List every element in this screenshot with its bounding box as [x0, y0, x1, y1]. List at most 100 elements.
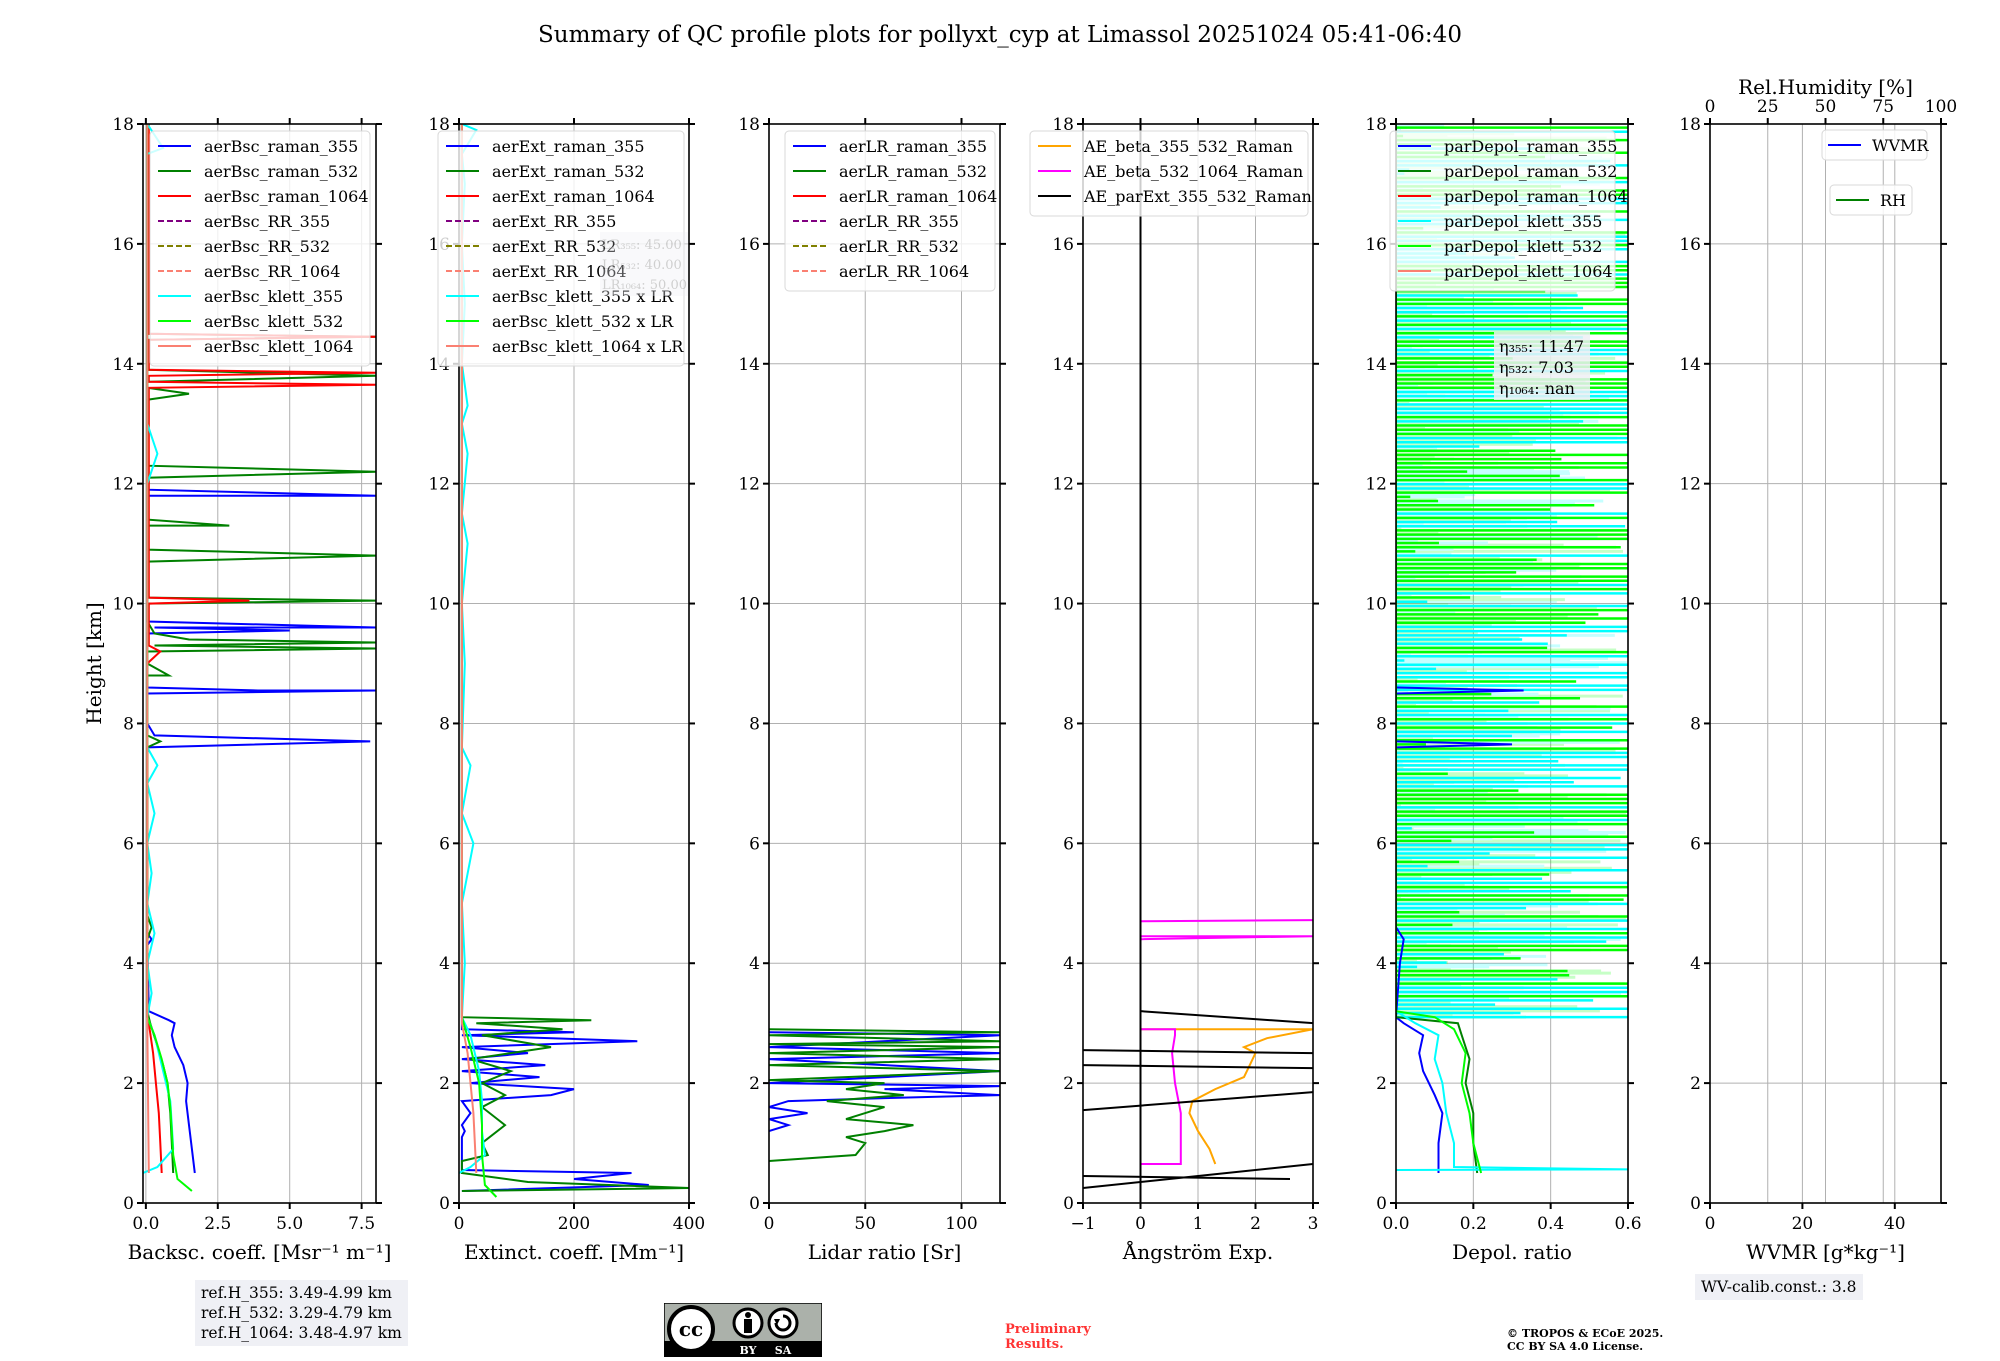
sa-label: SA: [775, 1344, 792, 1357]
series-aerbsc-raman-1064: [146, 124, 376, 1174]
legend-label: parDepol_raman_1064: [1444, 187, 1628, 206]
legend-label: aerExt_raman_532: [492, 162, 645, 181]
y-tick-label: 4: [1690, 954, 1701, 974]
x-tick-label: 0.6: [1614, 1214, 1641, 1234]
annotation-line: LR₁₀₆₄: 50.00: [602, 278, 687, 293]
legend-label: aerBsc_klett_532 x LR: [492, 312, 674, 331]
x-tick-label: 200: [558, 1214, 590, 1234]
series-aerbsc-klett-1064-x-lr: [460, 124, 478, 1174]
x-tick-label: −1: [1070, 1214, 1095, 1234]
y-tick-label: 6: [123, 834, 134, 854]
x-tick-label: 0.0: [132, 1214, 159, 1234]
y-tick-label: 4: [1063, 954, 1074, 974]
y-tick-label: 10: [1679, 595, 1701, 615]
series-aerlr-raman-355: [769, 1031, 1000, 1133]
y-tick-label: 14: [738, 355, 760, 375]
series-pardepol-klett-532: [1396, 124, 1483, 1174]
y-axis-label: Height [km]: [82, 602, 106, 724]
legend-label: aerBsc_klett_1064: [204, 337, 353, 356]
y-tick-label: 2: [749, 1074, 760, 1094]
y-tick-label: 18: [1365, 115, 1387, 135]
panel-5: 0 2 4 6 8 10 12 14 16 18 0.0 0.2 0.4 0.6 Depol. ratio p…: [1365, 115, 1641, 1264]
annotation-line: η₁₀₆₄: nan: [1499, 379, 1575, 398]
legend-label: aerBsc_raman_355: [204, 137, 358, 156]
y-tick-label: 8: [123, 714, 134, 734]
y-tick-label: 0: [1376, 1194, 1387, 1214]
x-tick-label: 0: [764, 1214, 775, 1234]
y-tick-label: 4: [1376, 954, 1387, 974]
panel-3: 0 2 4 6 8 10 12 14 16 18 0 50 100 Lidar ratio [Sr] aer…: [738, 115, 1006, 1264]
y-tick-label: 12: [738, 475, 760, 495]
y-tick-label: 18: [1052, 115, 1074, 135]
preliminary-note: Preliminary Results.: [1005, 1322, 1091, 1352]
x-axis-label: Backsc. coeff. [Msr⁻¹ m⁻¹]: [128, 1240, 392, 1264]
x2-tick-label: 50: [1815, 97, 1837, 117]
legend-label: aerBsc_RR_532: [204, 237, 330, 256]
x-tick-label: 50: [854, 1214, 876, 1234]
series-ae-beta-532-1064-raman: [1139, 919, 1313, 1185]
legend-label: parDepol_raman_532: [1444, 162, 1617, 181]
y-tick-label: 0: [123, 1194, 134, 1214]
x2-tick-label: 0: [1705, 97, 1716, 117]
y-tick-label: 14: [1052, 355, 1074, 375]
legend-box: [784, 130, 996, 292]
y-tick-label: 18: [738, 115, 760, 135]
x-axis-label: Lidar ratio [Sr]: [808, 1240, 962, 1264]
y-tick-label: 16: [1679, 235, 1701, 255]
y-tick-label: 18: [1679, 115, 1701, 135]
y-tick-label: 18: [428, 115, 450, 135]
y-tick-label: 10: [1052, 595, 1074, 615]
cc-license-badge: cc BY SA: [663, 1302, 823, 1358]
annotation-line: η₅₃₂: 7.03: [1499, 358, 1574, 377]
copyright-line-2: CC BY SA 4.0 License.: [1507, 1340, 1644, 1353]
x-tick-label: 2.5: [204, 1214, 231, 1234]
legend-label: aerBsc_RR_1064: [204, 262, 340, 281]
y-tick-label: 12: [112, 475, 134, 495]
series-pardepol-klett-355: [1396, 124, 1628, 1171]
y-tick-label: 0: [439, 1194, 450, 1214]
annotation-box: [600, 232, 688, 296]
ref-height-box: ref.H_355: 3.49-4.99 km ref.H_532: 3.29-…: [195, 1280, 408, 1346]
legend-label: aerExt_RR_355: [492, 212, 616, 231]
y-tick-label: 8: [1063, 714, 1074, 734]
x-tick-label: 1: [1193, 1214, 1204, 1234]
copyright-note: © TROPOS & ECoE 2025. CC BY SA 4.0 Licen…: [1507, 1327, 1663, 1353]
x-tick-label: 20: [1792, 1214, 1814, 1234]
x2-tick-label: 25: [1757, 97, 1779, 117]
series-aerlr-raman-532: [769, 1028, 1000, 1162]
plot-area: [143, 124, 376, 1192]
x2-tick-label: 75: [1872, 97, 1894, 117]
lr-annotation: LR₃₅₅: 45.00 LR₅₃₂: 40.00 LR₁₀₆₄: 50.00: [600, 232, 688, 296]
series-segment: [1083, 1049, 1313, 1055]
y-tick-label: 8: [749, 714, 760, 734]
wv-calib-const: WV-calib.const.: 3.8: [1701, 1278, 1857, 1296]
x-tick-label: 400: [673, 1214, 705, 1234]
y-tick-label: 6: [1376, 834, 1387, 854]
series-ae-beta-355-532-raman: [1140, 1028, 1313, 1165]
x-axis-label: Extinct. coeff. [Mm⁻¹]: [464, 1240, 684, 1264]
series-segment: [1140, 1010, 1313, 1025]
panel-1: 0 2 4 6 8 10 12 14 16 18 0.0 2.5 5.0 7.5 Backsc. coeff…: [82, 115, 391, 1264]
cc-icon: cc: [667, 1305, 715, 1353]
y-tick-label: 16: [112, 235, 134, 255]
x-tick-label: 0: [1135, 1214, 1146, 1234]
legend: parDepol_raman_355 parDepol_raman_532 parD…: [1389, 130, 1628, 292]
series-aerbsc-raman-355: [146, 124, 376, 1174]
x-tick-label: 7.5: [348, 1214, 375, 1234]
legend-label: aerBsc_RR_355: [204, 212, 330, 231]
legend: aerExt_raman_355 aerExt_raman_532 aerExt_r…: [437, 130, 685, 367]
y-tick-label: 6: [749, 834, 760, 854]
x2-tick-label: 100: [1925, 97, 1957, 117]
series-aerbsc-klett-1064: [146, 124, 150, 1174]
legend-label: parDepol_klett_355: [1444, 212, 1602, 231]
eta-annotation: η₃₅₅: 11.47 η₅₃₂: 7.03 η₁₀₆₄: nan: [1494, 332, 1590, 400]
legend-box: [149, 130, 371, 367]
copyright-line-1: © TROPOS & ECoE 2025.: [1507, 1327, 1664, 1340]
legend-label: AE_beta_532_1064_Raman: [1083, 162, 1303, 181]
y-tick-label: 0: [749, 1194, 760, 1214]
x-axis-label: Depol. ratio: [1452, 1240, 1572, 1264]
legend-box: [1389, 130, 1616, 292]
by-label: BY: [740, 1344, 757, 1357]
x-axis-label: WVMR [g*kg⁻¹]: [1746, 1240, 1905, 1264]
